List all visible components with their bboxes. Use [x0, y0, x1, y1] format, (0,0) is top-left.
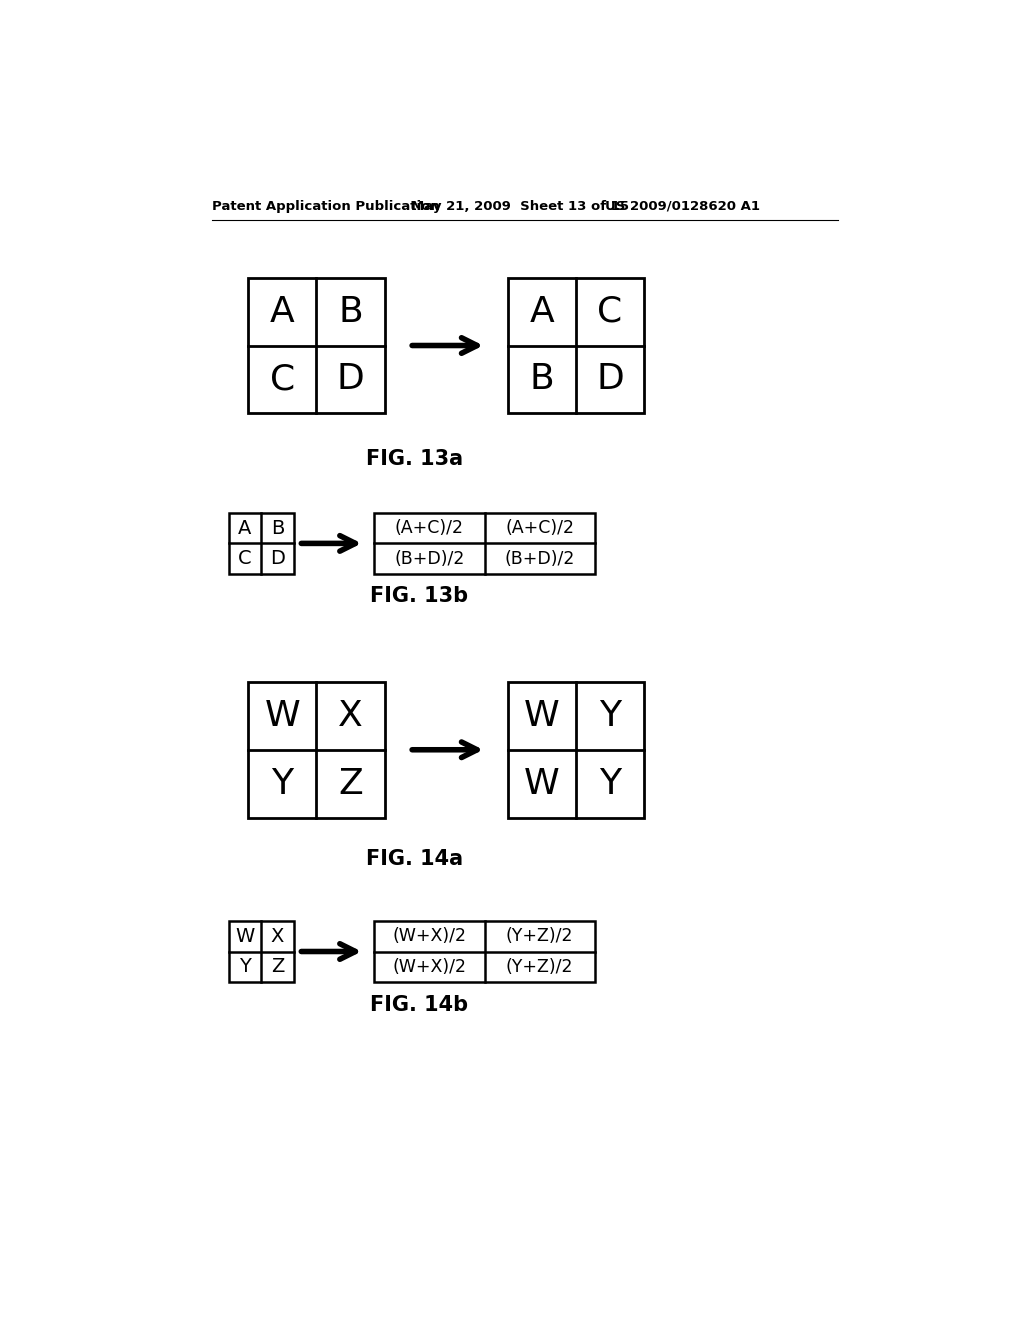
Text: FIG. 13a: FIG. 13a: [367, 449, 463, 469]
Text: Y: Y: [271, 767, 293, 801]
Text: US 2009/0128620 A1: US 2009/0128620 A1: [604, 199, 760, 213]
Text: A: A: [239, 519, 252, 537]
Text: B: B: [529, 363, 554, 396]
Text: Patent Application Publication: Patent Application Publication: [212, 199, 439, 213]
Text: Y: Y: [599, 767, 622, 801]
Text: A: A: [529, 294, 554, 329]
Text: W: W: [524, 767, 560, 801]
Text: FIG. 14a: FIG. 14a: [367, 849, 463, 869]
Text: X: X: [271, 927, 285, 945]
Bar: [248, 682, 385, 817]
Text: Y: Y: [239, 957, 251, 977]
Text: B: B: [271, 519, 285, 537]
Text: Y: Y: [599, 698, 622, 733]
Text: Z: Z: [338, 767, 362, 801]
Bar: [248, 277, 385, 413]
Text: B: B: [338, 294, 362, 329]
Text: W: W: [524, 698, 560, 733]
Text: May 21, 2009  Sheet 13 of 15: May 21, 2009 Sheet 13 of 15: [411, 199, 629, 213]
Text: A: A: [270, 294, 295, 329]
Text: X: X: [338, 698, 362, 733]
Text: (B+D)/2: (B+D)/2: [394, 550, 465, 568]
Text: (W+X)/2: (W+X)/2: [392, 958, 467, 975]
Text: FIG. 13b: FIG. 13b: [370, 586, 468, 606]
Text: D: D: [270, 549, 285, 569]
Text: D: D: [337, 363, 365, 396]
Bar: [228, 512, 294, 574]
Text: C: C: [597, 294, 623, 329]
Text: C: C: [239, 549, 252, 569]
Text: W: W: [236, 927, 255, 945]
Text: (A+C)/2: (A+C)/2: [395, 519, 464, 537]
Text: C: C: [269, 363, 295, 396]
Text: Z: Z: [271, 957, 285, 977]
Bar: [375, 921, 595, 982]
Bar: [508, 682, 644, 817]
Bar: [375, 512, 595, 574]
Text: (W+X)/2: (W+X)/2: [392, 927, 467, 945]
Text: (Y+Z)/2: (Y+Z)/2: [506, 958, 573, 975]
Text: D: D: [596, 363, 624, 396]
Bar: [508, 277, 644, 413]
Text: (Y+Z)/2: (Y+Z)/2: [506, 927, 573, 945]
Bar: [228, 921, 294, 982]
Text: (A+C)/2: (A+C)/2: [505, 519, 574, 537]
Text: FIG. 14b: FIG. 14b: [370, 995, 468, 1015]
Text: W: W: [264, 698, 300, 733]
Text: (B+D)/2: (B+D)/2: [505, 550, 574, 568]
